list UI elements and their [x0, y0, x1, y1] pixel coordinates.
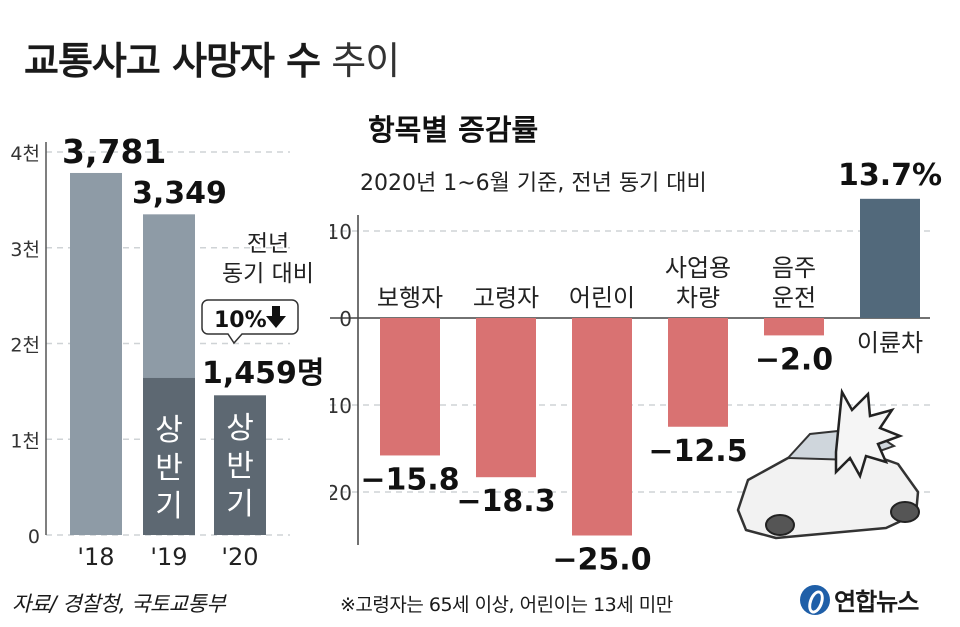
- car-wheel: [765, 514, 795, 536]
- chart-title: 항목별 증감률: [368, 113, 538, 147]
- bar-2: [572, 318, 632, 536]
- value-label-2020: 1,459명: [202, 356, 325, 391]
- y-tick-label: 0: [339, 307, 352, 331]
- category-label: 사업용 차량: [665, 254, 731, 312]
- category-label: 어린이: [569, 284, 635, 312]
- x-tick-label: '18: [77, 543, 114, 571]
- crash-burst-icon: [834, 387, 904, 480]
- bar-1: [476, 318, 536, 478]
- source-text: 자료/ 경찰청, 국토교통부: [12, 592, 226, 616]
- bar-total: [70, 172, 122, 536]
- logo-text: 연합뉴스: [834, 588, 919, 616]
- value-label: −12.5: [648, 434, 747, 469]
- bar-first-half: [143, 377, 195, 535]
- value-label-2018: 3,781: [62, 132, 166, 171]
- car-wheel: [890, 501, 920, 523]
- value-label: 13.7%: [838, 158, 942, 193]
- news-logo: 연합뉴스: [800, 582, 919, 617]
- value-label: −25.0: [552, 543, 651, 578]
- value-label: −2.0: [755, 342, 833, 377]
- page-title: 교통사고 사망자 수 추이: [24, 39, 400, 83]
- bar-3: [668, 318, 728, 427]
- down-arrow-icon: [266, 306, 286, 328]
- category-label: 고령자: [473, 284, 539, 312]
- chart-subtitle: 2020년 1~6월 기준, 전년 동기 대비: [360, 171, 707, 196]
- y-tick-label: 4천: [10, 143, 40, 165]
- bar-5: [860, 198, 920, 318]
- car-body: [736, 448, 920, 540]
- y-tick-label: 2천: [10, 335, 40, 357]
- car-crash-illustration: [736, 387, 920, 540]
- x-tick-label: '19: [150, 543, 187, 571]
- annotation-badge-text: 10%: [214, 308, 267, 333]
- y-tick-label: 10: [330, 220, 352, 244]
- y-tick-label: -10: [330, 394, 352, 418]
- footnote: ※고령자는 65세 이상, 어린이는 13세 미만: [340, 594, 673, 616]
- category-label: 이륜차: [857, 329, 923, 357]
- right-chart: 항목별 증감률 2020년 1~6월 기준, 전년 동기 대비 10 0 -10 -20 보…: [330, 113, 942, 578]
- category-label: 보행자: [377, 284, 443, 312]
- logo-mark-icon: [800, 584, 830, 615]
- y-tick-label: 0: [28, 526, 40, 548]
- value-label: −18.3: [456, 484, 555, 519]
- annotation-line1: 전년: [247, 231, 289, 257]
- annotation-line2: 동기 대비: [222, 261, 314, 287]
- value-label: −15.8: [360, 462, 459, 497]
- value-label-2019: 3,349: [132, 176, 227, 211]
- x-tick-label: '20: [221, 543, 258, 571]
- bar-0: [380, 318, 440, 456]
- y-tick-label: 3천: [10, 239, 40, 261]
- left-chart: 0 1천 2천 3천 4천 '18 상 반 기 '19 상 반 기 '20 3,781 3,349 1,459명…: [10, 132, 325, 571]
- y-tick-label: 1천: [10, 430, 40, 452]
- y-tick-label: -20: [330, 481, 352, 505]
- bar-first-half: [214, 395, 266, 535]
- category-label: 음주 운전: [772, 254, 816, 312]
- bar-4: [764, 318, 824, 336]
